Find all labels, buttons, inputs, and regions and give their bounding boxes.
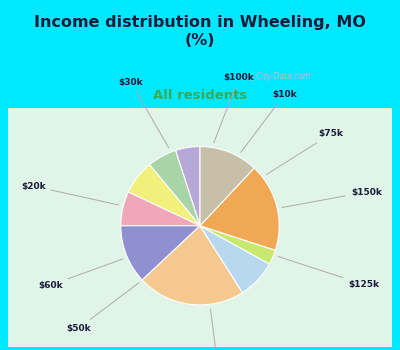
Wedge shape (142, 226, 242, 305)
Wedge shape (200, 147, 254, 226)
Text: $40k: $40k (206, 309, 231, 350)
Text: ⓘ City-Data.com: ⓘ City-Data.com (248, 71, 310, 80)
Text: $150k: $150k (282, 188, 382, 208)
Text: Income distribution in Wheeling, MO
(%): Income distribution in Wheeling, MO (%) (34, 15, 366, 48)
Wedge shape (200, 226, 275, 264)
Wedge shape (121, 192, 200, 226)
Wedge shape (150, 150, 200, 226)
Wedge shape (200, 168, 279, 250)
Text: $75k: $75k (266, 130, 343, 175)
Text: $10k: $10k (241, 90, 297, 153)
Text: $20k: $20k (21, 182, 119, 205)
Wedge shape (128, 165, 200, 226)
Text: $100k: $100k (214, 74, 254, 143)
Wedge shape (121, 226, 200, 280)
FancyBboxPatch shape (0, 104, 400, 350)
Text: $30k: $30k (118, 78, 169, 148)
Wedge shape (176, 147, 200, 226)
Text: $125k: $125k (278, 257, 379, 289)
Text: All residents: All residents (153, 89, 247, 102)
Text: $50k: $50k (66, 283, 139, 333)
Text: $60k: $60k (38, 259, 123, 290)
Wedge shape (200, 226, 270, 293)
